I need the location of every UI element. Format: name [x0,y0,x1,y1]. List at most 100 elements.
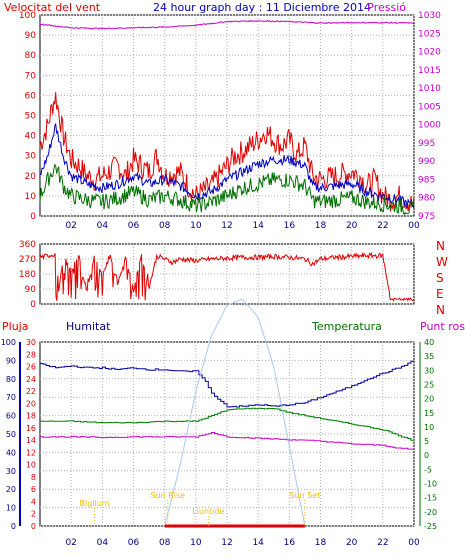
pressure-y-tick-label: 1010 [418,84,441,94]
humidity-x-tick-label: 12 [221,538,232,548]
humidity-x-tick-label: 00 [408,538,420,548]
sun-event-label: Lluntide [192,507,224,516]
rain-y-tick-label: 6 [31,485,36,494]
rain-y-tick-label: 0 [31,522,36,531]
rain-y-tick-label: 20 [26,399,36,408]
dewpoint-label: Punt rosada [420,320,465,333]
direction-letter: W [436,255,448,269]
humidity-y-tick-label: 70 [6,393,16,402]
pressure-title: Pressió [367,1,406,14]
humidity-y-tick-label: 30 [6,467,16,476]
humidity-x-tick-label: 08 [159,538,171,548]
sun-event-label: Bigllum [79,499,109,508]
direction-letter: E [436,287,444,301]
wind-x-tick-label: 08 [159,221,171,231]
wind-y-tick-label: 10 [25,192,37,202]
rain-y-tick-label: 14 [26,436,36,445]
humidity-x-tick-label: 06 [128,538,140,548]
wind-x-tick-label: 00 [408,221,420,231]
sun-event-label: Sun Set [289,491,320,500]
wind-x-tick-label: 14 [252,221,264,231]
wind-y-tick-label: 40 [25,132,37,142]
wind-y-tick-label: 80 [25,51,37,61]
pressure-y-tick-label: 995 [418,139,435,149]
wind-speed-title: Velocitat del vent [4,1,101,14]
humidity-y-tick-label: 20 [6,485,16,494]
direction-y-tick-label: 90 [25,285,37,295]
temperature-y-tick-label: -15 [424,494,437,503]
wind-y-tick-label: 90 [25,31,37,41]
temperature-y-tick-label: 40 [424,338,434,347]
humidity-y-tick-label: 50 [6,430,16,439]
pressure-y-tick-label: 1005 [418,102,441,112]
humidity-x-tick-label: 02 [65,538,76,548]
direction-y-tick-label: 360 [19,240,36,250]
rain-y-tick-label: 18 [26,412,36,421]
direction-series [39,251,415,302]
temperature-y-tick-label: -25 [424,522,437,531]
rain-y-tick-label: 24 [26,375,36,384]
wind-x-tick-label: 20 [346,221,358,231]
pressure-y-tick-label: 1020 [418,48,441,58]
rain-y-tick-label: 30 [26,338,36,347]
chart-main-title: 24 hour graph day : 11 Diciembre 2014 [153,1,371,14]
wind-x-tick-label: 18 [315,221,327,231]
humidity-x-tick-label: 22 [377,538,388,548]
temperature-y-tick-label: -10 [424,480,437,489]
hum-series-0 [40,360,415,408]
humidity-label: Humitat [66,320,111,333]
wind-y-tick-label: 50 [25,112,37,122]
wind-x-tick-label: 04 [97,221,109,231]
temperature-y-tick-label: 15 [424,409,434,418]
temperature-y-tick-label: 5 [424,437,429,446]
humidity-x-tick-label: 14 [252,538,264,548]
pressure-y-tick-label: 980 [418,194,435,204]
humidity-y-tick-label: 40 [6,448,16,457]
wind-y-tick-label: 100 [19,11,36,21]
direction-letter: S [436,271,444,285]
humidity-y-tick-label: 90 [6,356,16,365]
humidity-y-tick-label: 80 [6,375,16,384]
temperature-y-tick-label: 0 [424,451,429,460]
hum-series-2 [40,432,415,450]
humidity-x-tick-label: 20 [346,538,358,548]
rain-label: Pluja [2,320,28,333]
rain-y-tick-label: 10 [26,461,36,470]
wind-x-tick-label: 02 [65,221,76,231]
wind-x-tick-label: 12 [221,221,232,231]
rain-y-tick-label: 22 [26,387,36,396]
rain-y-tick-label: 28 [26,350,36,359]
rain-y-tick-label: 26 [26,363,36,372]
temperature-y-tick-label: 25 [424,380,434,389]
pressure-y-tick-label: 985 [418,175,435,185]
wind-y-tick-label: 20 [25,172,37,182]
humidity-y-tick-label: 10 [6,504,16,513]
pressure-y-tick-label: 1025 [418,29,441,39]
humidity-y-tick-label: 0 [11,522,16,531]
pressure-y-tick-label: 1015 [418,66,441,76]
pressure-y-tick-label: 1030 [418,11,441,21]
humidity-x-tick-label: 18 [315,538,327,548]
temperature-y-tick-label: -5 [424,465,432,474]
rain-y-tick-label: 8 [31,473,36,482]
hum-series-3 [164,298,306,527]
wind-x-tick-label: 06 [128,221,140,231]
humidity-y-tick-label: 100 [1,338,16,347]
temperature-y-tick-label: 30 [424,366,434,375]
direction-y-tick-label: 270 [19,255,36,265]
sun-event-label: Sun Rise [150,491,185,500]
rain-y-tick-label: 12 [26,448,36,457]
wind-x-tick-label: 22 [377,221,388,231]
pressure-y-tick-label: 1000 [418,121,441,131]
wind-y-tick-label: 60 [25,91,37,101]
wind-y-tick-label: 0 [30,212,36,222]
temperature-y-tick-label: 20 [424,395,434,404]
temperature-y-tick-label: 10 [424,423,434,432]
direction-y-tick-label: 180 [19,270,36,280]
rain-y-tick-label: 4 [31,497,36,506]
temperature-label: Temperatura [311,320,382,333]
wind-series-0 [39,92,415,212]
humidity-y-tick-label: 60 [6,412,16,421]
